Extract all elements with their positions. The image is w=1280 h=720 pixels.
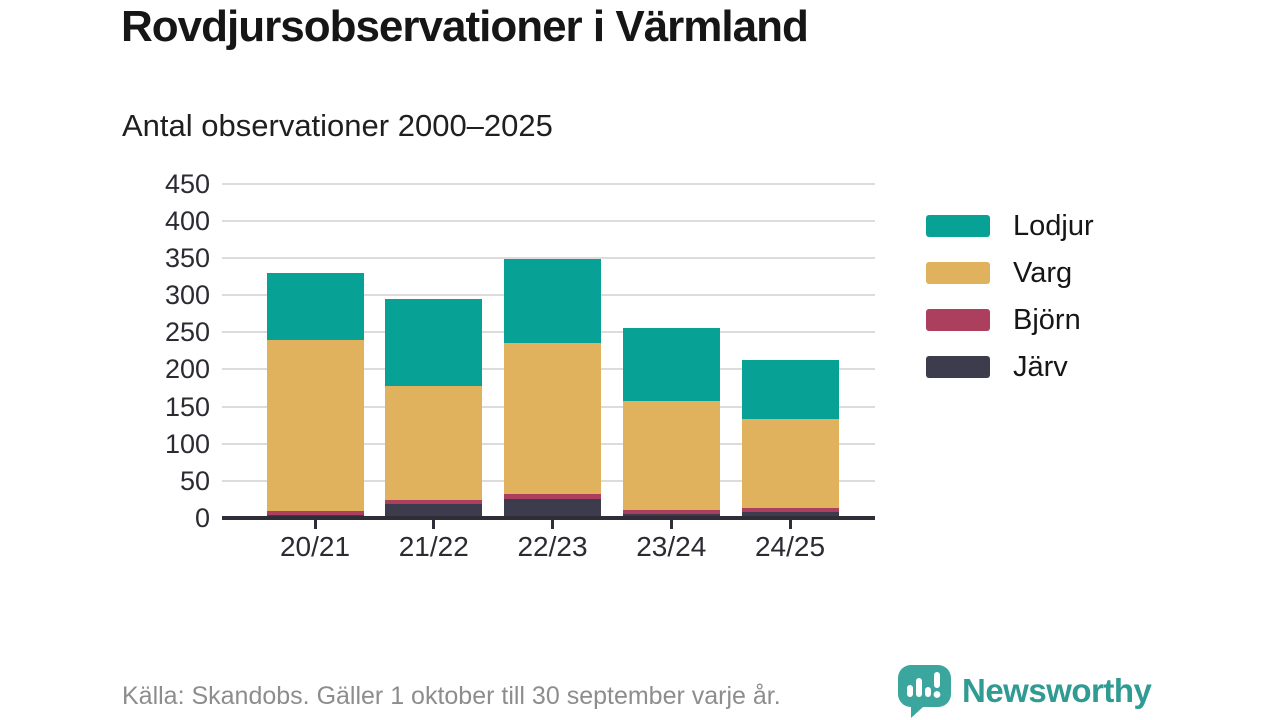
legend-swatch-lodjur [926, 215, 990, 237]
legend-label: Björn [1013, 303, 1081, 336]
y-axis-tick-label: 100 [164, 428, 210, 459]
bar-segment-björn-20/21 [266, 510, 364, 516]
y-axis-tick-label: 450 [164, 168, 210, 199]
bar-segment-björn-24/25 [741, 507, 839, 513]
legend-swatch-björn [926, 309, 990, 331]
x-axis-tick [669, 520, 673, 529]
legend-swatch-varg [926, 262, 990, 284]
bar-segment-björn-22/23 [504, 494, 601, 499]
bar-segment-lodjur-20/21 [266, 272, 364, 341]
x-axis-tick [313, 520, 317, 529]
legend-item-varg: Varg [926, 258, 1094, 287]
legend-item-björn: Björn [926, 305, 1094, 334]
y-axis-tick-label: 50 [179, 465, 210, 496]
y-axis-tick-label: 150 [164, 391, 210, 422]
x-axis-label: 23/24 [636, 531, 707, 562]
x-axis-line [222, 516, 875, 520]
x-axis-label: 20/21 [279, 531, 351, 562]
bar-segment-björn-23/24 [622, 509, 720, 515]
source-note: Källa: Skandobs. Gäller 1 oktober till 3… [122, 682, 781, 710]
gridline-350 [222, 256, 875, 259]
legend-label: Lodjur [1013, 209, 1094, 242]
x-axis-label: 22/23 [517, 531, 588, 562]
y-axis-tick-label: 200 [164, 354, 210, 385]
legend-item-järv: Järv [926, 352, 1094, 381]
newsworthy-logo-text: Newsworthy [962, 671, 1152, 709]
legend-item-lodjur: Lodjur [926, 211, 1094, 240]
x-axis-tick [788, 520, 792, 529]
bar-segment-varg-24/25 [741, 419, 839, 508]
newsworthy-logo-icon [898, 665, 951, 718]
bar-segment-varg-20/21 [266, 340, 364, 511]
y-axis-tick-label: 300 [164, 280, 210, 310]
bar-segment-lodjur-24/25 [741, 359, 839, 420]
gridline-400 [222, 219, 875, 222]
legend-swatch-järv [926, 356, 990, 378]
y-axis-tick-label: 350 [164, 242, 210, 273]
x-axis-label: 24/25 [754, 531, 826, 562]
gridline-450 [222, 182, 875, 185]
x-axis-tick [551, 520, 554, 529]
bar-segment-järv-22/23 [504, 498, 601, 518]
bar-segment-lodjur-22/23 [504, 259, 601, 343]
chart-legend: Lodjur Varg Björn Järv [926, 211, 1094, 403]
bar-segment-björn-21/22 [385, 500, 483, 504]
bar-segment-varg-23/24 [622, 401, 720, 510]
bar-segment-varg-22/23 [504, 342, 601, 495]
y-axis-tick-label: 0 [194, 503, 210, 533]
stacked-bar-chart: 0 50 100 150 200 250 300 350 400 450 20/21 21/22 22/… [0, 166, 920, 596]
page-title: Rovdjursobservationer i Värmland [121, 2, 809, 51]
chart-subtitle: Antal observationer 2000–2025 [122, 108, 553, 143]
newsworthy-logo: Newsworthy [896, 663, 1152, 718]
bar-segment-lodjur-23/24 [622, 327, 720, 402]
x-axis-label: 21/22 [398, 531, 469, 562]
bar-segment-lodjur-21/22 [385, 298, 483, 386]
legend-label: Varg [1013, 256, 1073, 289]
x-axis-tick [432, 520, 436, 529]
y-axis-tick-label: 400 [164, 205, 210, 236]
y-axis-tick-label: 250 [164, 317, 210, 348]
legend-label: Järv [1013, 350, 1068, 383]
bar-segment-järv-24/25 [741, 512, 839, 518]
bar-segment-järv-21/22 [385, 503, 483, 518]
bar-segment-varg-21/22 [385, 385, 483, 501]
